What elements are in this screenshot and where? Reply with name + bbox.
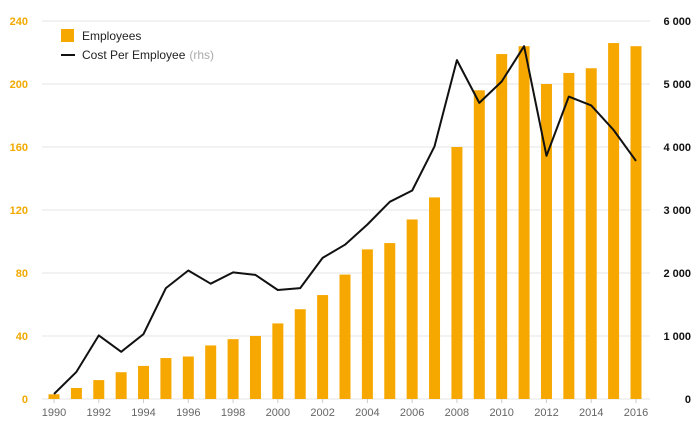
bar-employees — [205, 345, 217, 399]
bar-employees — [540, 84, 552, 399]
y-tick-left-label: 80 — [16, 268, 28, 280]
bar-employees — [182, 356, 194, 399]
x-tick-label: 1994 — [131, 407, 155, 419]
x-axis: 1990 1992 1994 1996 1998 2000 2002 2004 2006 2008… — [42, 399, 648, 419]
gridlines — [42, 20, 650, 400]
x-tick-label: 2006 — [400, 407, 424, 419]
bar-employees — [272, 323, 284, 399]
y-tick-right-label: 6 000 — [663, 16, 691, 28]
x-tick-label: 2000 — [266, 407, 290, 419]
y-tick-left-label: 0 — [22, 394, 28, 406]
x-tick-label: 1996 — [176, 407, 200, 419]
y-tick-left-label: 120 — [10, 205, 28, 217]
y-tick-right-label: 5 000 — [663, 79, 691, 91]
y-tick-right-label: 3 000 — [663, 205, 691, 217]
y-tick-right-label: 1 000 — [663, 331, 691, 343]
bar-employees — [473, 90, 485, 400]
bar-employees — [317, 295, 329, 399]
bar-employees — [138, 365, 150, 399]
right-y-axis: 0 1 000 2 000 3 000 4 000 5 000 6 000 — [663, 16, 691, 406]
bar-employees — [451, 147, 463, 399]
bar-employees — [563, 72, 575, 399]
bar-employees — [339, 274, 351, 399]
bar-employees — [429, 197, 441, 399]
x-tick-label: 1998 — [221, 407, 245, 419]
bar-employees — [518, 46, 530, 399]
legend-label-cost: Cost Per Employee (rhs) — [82, 48, 214, 62]
x-tick-label: 1990 — [42, 407, 66, 419]
bar-employees — [294, 309, 306, 399]
bar-employees — [361, 249, 373, 399]
bar-employees — [115, 372, 127, 399]
x-tick-label: 2012 — [534, 407, 558, 419]
bar-employees — [630, 46, 642, 399]
y-tick-left-label: 240 — [10, 16, 28, 28]
left-y-axis: 0 40 80 120 160 200 240 — [10, 16, 28, 406]
x-tick-label: 1992 — [87, 407, 111, 419]
bar-employees — [93, 380, 105, 399]
bar-employees — [227, 339, 239, 399]
x-tick-label: 2008 — [445, 407, 469, 419]
x-tick-label: 2004 — [355, 407, 379, 419]
y-tick-right-label: 0 — [685, 394, 691, 406]
x-tick-label: 2014 — [579, 407, 603, 419]
x-tick-label: 2002 — [310, 407, 334, 419]
legend-label-cost-text: Cost Per Employee — [82, 48, 186, 62]
bar-employees — [249, 336, 261, 399]
y-tick-right-label: 4 000 — [663, 142, 691, 154]
legend: Employees Cost Per Employee (rhs) — [61, 29, 214, 62]
bar-employees — [160, 358, 172, 399]
legend-swatch-employees — [61, 29, 74, 42]
bar-employees — [48, 394, 60, 399]
cost-per-employee-line-group — [53, 45, 637, 395]
bar-employees — [70, 387, 82, 399]
x-tick-label: 2010 — [489, 407, 513, 419]
legend-label-cost-note: (rhs) — [189, 48, 214, 62]
employees-bars — [48, 43, 642, 400]
cost-per-employee-line — [53, 45, 637, 395]
bar-employees — [406, 219, 418, 399]
bar-employees — [496, 54, 508, 399]
bar-employees — [585, 68, 597, 399]
bar-employees — [608, 43, 620, 400]
bar-employees — [384, 243, 396, 399]
y-tick-left-label: 40 — [16, 331, 28, 343]
y-tick-right-label: 2 000 — [663, 268, 691, 280]
x-tick-label: 2016 — [624, 407, 648, 419]
y-tick-left-label: 160 — [10, 142, 28, 154]
legend-label-employees: Employees — [82, 29, 141, 43]
y-tick-left-label: 200 — [10, 79, 28, 91]
